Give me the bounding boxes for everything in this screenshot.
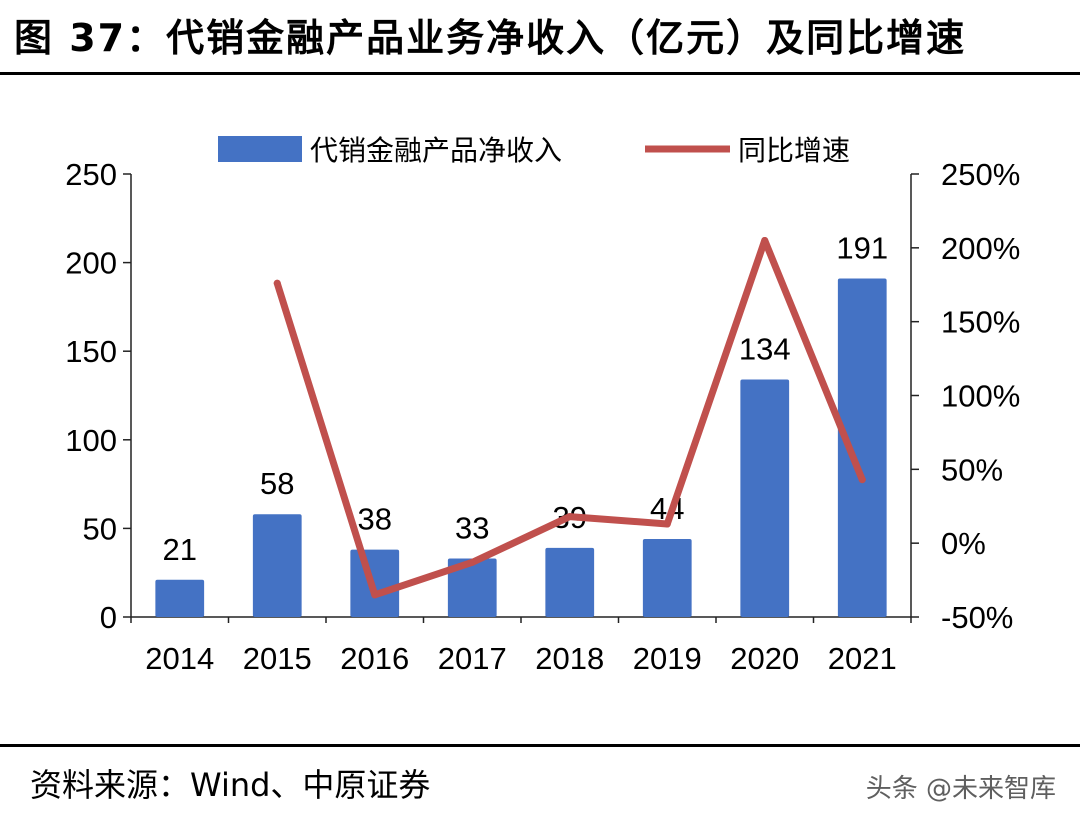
- x-tick-label: 2018: [535, 641, 604, 676]
- bar: [837, 278, 887, 617]
- legend-label-bar: 代销金融产品净收入: [310, 135, 562, 166]
- growth-point: [858, 476, 866, 484]
- bar-value-label: 21: [163, 532, 197, 567]
- x-tick-label: 2019: [633, 641, 702, 676]
- x-tick-label: 2020: [730, 641, 799, 676]
- right-tick-label: 100%: [941, 379, 1020, 414]
- right-tick-label: 50%: [941, 452, 1003, 487]
- growth-point: [468, 558, 476, 566]
- bars: [155, 278, 887, 617]
- x-tick-label: 2017: [438, 641, 507, 676]
- growth-point: [566, 513, 574, 521]
- left-tick-label: 100: [65, 423, 117, 458]
- left-tick-label: 50: [83, 511, 117, 546]
- axes: 0 50 100 150 200 250 -50% 0% 50% 100% 150% 200% 250%…: [65, 157, 1020, 676]
- bar: [740, 379, 790, 617]
- bar-value-label: 38: [358, 502, 392, 537]
- bar: [545, 547, 595, 617]
- x-tick-label: 2016: [340, 641, 409, 676]
- bar-value-label: 33: [455, 511, 489, 546]
- bar-value-label: 134: [739, 332, 791, 367]
- right-tick-label: 200%: [941, 231, 1020, 266]
- growth-point: [663, 520, 671, 528]
- growth-line-series: [273, 236, 866, 599]
- growth-point: [273, 279, 281, 287]
- bar-value-label: 58: [260, 466, 294, 501]
- bar-value-label: 191: [836, 231, 888, 266]
- bar: [642, 539, 692, 617]
- bar: [252, 514, 302, 617]
- right-tick-label: 150%: [941, 305, 1020, 340]
- watermark: 头条 @未来智库: [865, 774, 1056, 804]
- legend: 代销金融产品净收入 同比增速: [218, 135, 850, 166]
- combo-chart: 代销金融产品净收入 同比增速 0 50 100 150 200 250 -50% 0% 50% 1…: [65, 135, 1020, 676]
- bar: [447, 558, 497, 617]
- growth-point: [371, 591, 379, 599]
- growth-point: [761, 236, 769, 244]
- left-tick-label: 0: [100, 600, 117, 635]
- right-tick-label: 0%: [941, 526, 986, 561]
- bar: [155, 579, 205, 617]
- right-tick-label: -50%: [941, 600, 1013, 635]
- source-note: 资料来源：Wind、中原证券: [30, 766, 431, 804]
- x-tick-label: 2014: [145, 641, 214, 676]
- right-tick-label: 250%: [941, 157, 1020, 192]
- bottom-rule: [0, 744, 1080, 747]
- x-tick-label: 2015: [243, 641, 312, 676]
- left-tick-label: 250: [65, 157, 117, 192]
- legend-swatch-bar: [218, 136, 302, 162]
- legend-label-line: 同比增速: [738, 135, 850, 166]
- left-tick-label: 150: [65, 334, 117, 369]
- left-tick-label: 200: [65, 246, 117, 281]
- x-tick-label: 2021: [828, 641, 897, 676]
- figure-title: 图 37：代销金融产品业务净收入（亿元）及同比增速: [14, 16, 967, 60]
- top-rule: [0, 72, 1080, 75]
